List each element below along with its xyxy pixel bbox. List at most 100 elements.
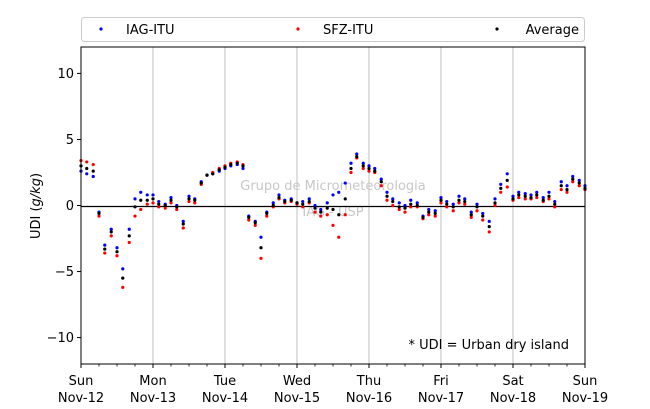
data-point <box>133 205 137 209</box>
data-point <box>85 166 89 171</box>
data-point <box>499 186 503 190</box>
data-point <box>319 207 323 212</box>
data-point <box>409 198 413 202</box>
data-point <box>469 215 473 219</box>
x-tick-date: Nov-17 <box>418 391 464 406</box>
data-point <box>475 202 479 206</box>
data-point <box>175 207 179 212</box>
data-point <box>367 164 371 168</box>
data-point <box>133 197 137 201</box>
series-layer <box>79 152 587 289</box>
data-point <box>535 193 539 197</box>
data-point <box>301 205 305 209</box>
data-point <box>433 209 437 213</box>
data-point <box>157 199 161 204</box>
data-point <box>427 213 431 217</box>
data-point <box>337 190 341 194</box>
data-point <box>103 247 107 251</box>
data-point <box>343 181 347 185</box>
x-axis: Sun Nov-12 Mon Nov-13 Tue Nov-14 Wed Nov-15 Thu N… <box>58 364 608 406</box>
data-point <box>451 209 455 213</box>
data-point <box>505 178 509 183</box>
data-point <box>565 188 569 192</box>
data-point <box>475 205 479 209</box>
data-point <box>193 201 197 205</box>
data-point <box>541 195 545 200</box>
data-point <box>253 223 257 227</box>
x-tick-date: Nov-13 <box>130 391 176 406</box>
data-point <box>505 185 509 189</box>
legend-label: Average <box>526 23 579 38</box>
data-point <box>181 226 185 230</box>
data-point <box>577 184 581 188</box>
data-point <box>343 213 347 217</box>
data-point <box>211 172 215 176</box>
data-point <box>223 165 227 169</box>
y-tick-label: 0 <box>66 199 74 214</box>
watermark-line-1: Grupo de Micrometeorologia <box>240 179 426 194</box>
data-point <box>187 194 191 198</box>
data-point <box>127 227 131 231</box>
data-point <box>547 190 551 194</box>
data-point <box>139 190 143 194</box>
data-point <box>349 161 353 165</box>
data-point <box>397 201 401 205</box>
data-point <box>277 195 281 200</box>
data-point <box>463 199 467 204</box>
data-point <box>151 193 155 197</box>
data-point <box>379 177 383 181</box>
data-point <box>493 203 497 208</box>
data-point <box>181 222 185 226</box>
data-point <box>259 256 263 260</box>
data-point <box>133 214 137 218</box>
data-point <box>331 223 335 227</box>
data-point <box>85 160 89 164</box>
data-point <box>415 203 419 208</box>
data-point <box>391 199 395 204</box>
data-point <box>151 201 155 205</box>
data-point <box>313 210 317 214</box>
data-point <box>127 240 131 245</box>
data-point <box>469 213 473 217</box>
data-point <box>121 276 125 280</box>
data-point <box>529 193 533 197</box>
y-axis-label: UDI (g/kg) <box>29 173 44 239</box>
legend-label: SFZ-ITU <box>323 23 373 38</box>
data-point <box>157 202 161 206</box>
data-point <box>325 206 329 210</box>
legend-marker <box>99 27 103 31</box>
data-point <box>439 198 443 202</box>
data-point <box>523 197 527 201</box>
data-point <box>217 168 221 172</box>
data-point <box>523 192 527 196</box>
data-point <box>475 209 479 213</box>
data-point <box>247 218 251 222</box>
data-point <box>109 230 113 234</box>
data-point <box>547 197 551 201</box>
data-point <box>577 178 581 183</box>
data-point <box>487 225 491 229</box>
data-point <box>571 174 575 179</box>
data-point <box>331 193 335 197</box>
data-point <box>169 201 173 205</box>
data-point <box>307 199 311 204</box>
data-point <box>415 201 419 205</box>
data-point <box>463 202 467 206</box>
data-point <box>121 267 125 271</box>
data-point <box>391 197 395 201</box>
data-point <box>445 202 449 206</box>
data-point <box>109 227 113 231</box>
data-point <box>325 213 329 217</box>
data-point <box>361 161 365 165</box>
legend: IAG-ITU SFZ-ITU Average <box>81 17 585 42</box>
x-tick-day: Sun <box>573 374 598 389</box>
data-point <box>499 190 503 194</box>
x-tick-day: Wed <box>283 374 311 389</box>
data-point <box>151 197 155 201</box>
data-point <box>517 195 521 200</box>
series-average <box>79 155 587 280</box>
data-point <box>373 166 377 171</box>
data-point <box>313 203 317 208</box>
data-point <box>169 195 173 200</box>
